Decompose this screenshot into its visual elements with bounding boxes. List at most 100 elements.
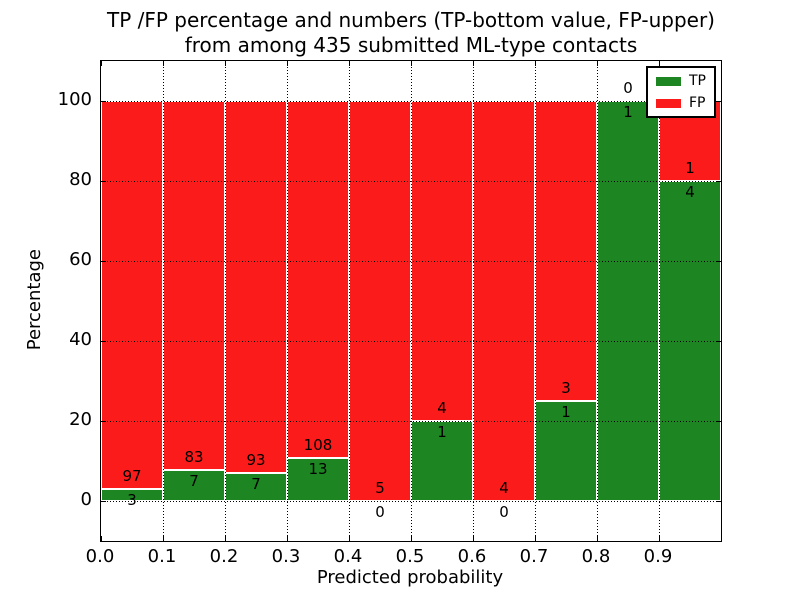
chart-title-line1: TP /FP percentage and numbers (TP-bottom…	[107, 8, 715, 32]
gridline-vertical	[472, 61, 474, 541]
gridline-vertical	[658, 61, 660, 541]
bar-segment-fp	[349, 101, 411, 501]
x-tick-label: 0.0	[85, 546, 115, 567]
y-tick-label: 80	[69, 169, 92, 190]
x-tick-label: 0.9	[643, 546, 673, 567]
fp-count-label: 4	[437, 399, 447, 417]
bar-segment-fp	[225, 101, 287, 473]
tp-count-label: 7	[189, 471, 199, 490]
x-tick-mark-top	[411, 61, 412, 66]
x-tick-mark-top	[349, 61, 350, 66]
gridline-vertical	[348, 61, 350, 541]
bar-segment-fp	[101, 101, 163, 489]
x-tick-mark	[163, 536, 164, 541]
x-tick-mark-top	[163, 61, 164, 66]
legend-tp-swatch	[656, 76, 681, 86]
x-tick-mark	[659, 536, 660, 541]
x-tick-mark	[287, 536, 288, 541]
x-tick-mark	[535, 536, 536, 541]
x-tick-label: 0.3	[271, 546, 301, 567]
fp-count-label: 1	[685, 159, 695, 177]
x-tick-label: 0.5	[395, 546, 425, 567]
fp-count-label: 97	[122, 467, 142, 485]
y-tick-mark	[101, 421, 106, 422]
x-tick-mark-top	[535, 61, 536, 66]
legend-item-tp: TP	[656, 73, 706, 89]
legend: TP FP	[646, 66, 716, 118]
gridline-vertical	[410, 61, 412, 541]
gridline-vertical	[224, 61, 226, 541]
x-tick-mark	[101, 536, 102, 541]
x-tick-mark	[411, 536, 412, 541]
x-tick-label: 0.7	[519, 546, 549, 567]
y-tick-label: 60	[69, 249, 92, 270]
gridline-horizontal	[101, 260, 721, 262]
y-tick-mark	[101, 101, 106, 102]
y-tick-mark-right	[716, 421, 721, 422]
x-tick-mark-top	[597, 61, 598, 66]
y-tick-mark-right	[716, 501, 721, 502]
x-tick-mark-top	[225, 61, 226, 66]
y-tick-label: 0	[80, 489, 92, 510]
bar-segment-tp	[597, 101, 659, 501]
x-tick-mark-top	[287, 61, 288, 66]
y-tick-label: 20	[69, 409, 92, 430]
bar-segment-fp	[473, 101, 535, 501]
x-tick-mark	[349, 536, 350, 541]
bar-segment-tp	[225, 473, 287, 501]
x-tick-label: 0.2	[209, 546, 239, 567]
y-tick-mark	[101, 261, 106, 262]
tp-count-label: 13	[308, 460, 328, 479]
tp-count-label: 1	[437, 423, 447, 441]
chart-title: TP /FP percentage and numbers (TP-bottom…	[100, 8, 722, 58]
tp-count-label: 7	[251, 475, 261, 493]
x-axis-label: Predicted probability	[316, 567, 504, 588]
y-tick-mark	[101, 181, 106, 182]
y-tick-mark-right	[716, 101, 721, 102]
legend-tp-label: TP	[689, 73, 706, 89]
chart-title-line2: from among 435 submitted ML-type contact…	[184, 33, 638, 57]
gridline-horizontal	[101, 180, 721, 182]
bar-segment-tp	[287, 458, 349, 501]
tp-count-label: 4	[685, 183, 695, 201]
fp-count-label: 93	[246, 451, 266, 469]
tp-count-label: 0	[499, 503, 509, 521]
fp-count-label: 83	[184, 447, 204, 466]
x-tick-label: 0.6	[457, 546, 487, 567]
y-tick-mark-right	[716, 181, 721, 182]
y-tick-mark	[101, 501, 106, 502]
y-tick-mark-right	[716, 261, 721, 262]
y-tick-mark	[101, 341, 106, 342]
legend-fp-label: FP	[689, 95, 706, 111]
bar-segment-fp	[163, 101, 225, 470]
bar-segment-fp	[535, 101, 597, 401]
gridline-vertical	[534, 61, 536, 541]
plot-area: TP FP 97 3 83 7 93 7 108 13 5 0 4 1 4 0 3 1 0 1 1 4	[100, 60, 722, 542]
bar-segment-tp	[163, 469, 225, 501]
fp-count-label: 3	[561, 379, 571, 397]
tp-count-label: 3	[127, 491, 137, 509]
x-tick-mark	[597, 536, 598, 541]
tp-count-label: 0	[375, 503, 385, 521]
legend-item-fp: FP	[656, 95, 706, 111]
fp-count-label: 4	[499, 479, 509, 497]
tp-count-label: 1	[623, 103, 633, 121]
x-tick-mark	[473, 536, 474, 541]
x-tick-mark-top	[101, 61, 102, 66]
x-tick-mark-top	[659, 61, 660, 66]
y-tick-label: 40	[69, 329, 92, 350]
gridline-vertical	[286, 61, 288, 541]
y-tick-label: 100	[57, 89, 92, 110]
gridline-horizontal	[101, 500, 721, 502]
gridline-horizontal	[101, 420, 721, 422]
bar-segment-tp	[535, 401, 597, 501]
x-tick-mark-top	[473, 61, 474, 66]
fp-count-label: 0	[623, 79, 633, 97]
legend-fp-swatch	[656, 98, 681, 108]
gridline-vertical	[596, 61, 598, 541]
gridline-vertical	[162, 61, 164, 541]
gridline-horizontal	[101, 100, 721, 102]
bar-segment-fp	[287, 101, 349, 459]
x-tick-mark	[225, 536, 226, 541]
